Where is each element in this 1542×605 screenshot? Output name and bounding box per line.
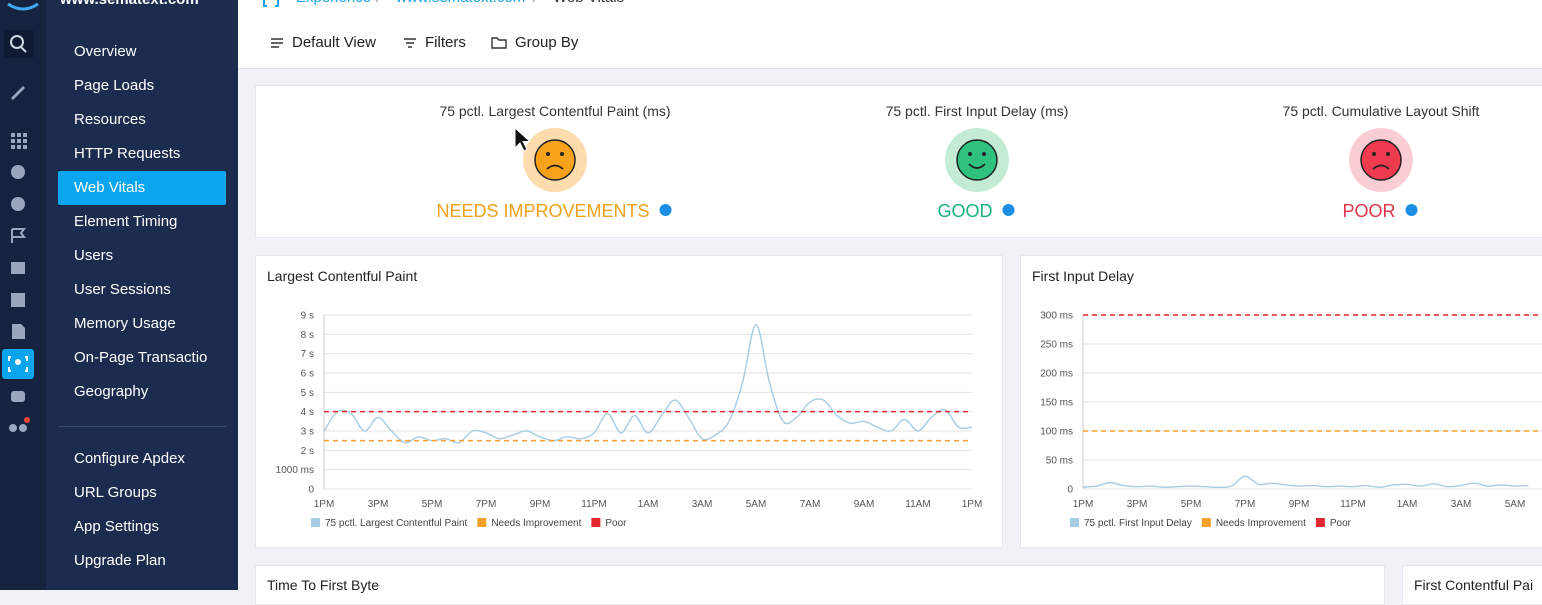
vitals-card — [255, 85, 1542, 238]
tracking-icon[interactable] — [9, 424, 17, 432]
settings-item[interactable]: Configure Apdex — [74, 450, 185, 467]
breadcrumb-icon — [263, 0, 279, 7]
nav-item[interactable]: HTTP Requests — [74, 145, 181, 162]
breadcrumb-sep: / — [376, 0, 380, 6]
rocket-icon[interactable] — [11, 86, 25, 100]
breadcrumb[interactable]: Experience — [296, 0, 371, 6]
chart-card: Largest Contentful Paint — [255, 255, 1003, 548]
synthetics-icon[interactable] — [11, 391, 25, 402]
cursor — [514, 127, 530, 152]
breadcrumb: Web Vitals — [553, 0, 624, 6]
sidebar: www.sematext.com Overview Page Loads Resou… — [46, 0, 238, 590]
nav-item[interactable]: Web Vitals — [58, 171, 226, 205]
toolbar-item[interactable]: Default View — [270, 34, 376, 51]
nav-item[interactable]: Geography — [74, 383, 149, 400]
nav-item[interactable]: Element Timing — [74, 213, 178, 230]
tracking-icon[interactable] — [19, 424, 27, 432]
chart-title: Largest Contentful Paint — [267, 268, 418, 284]
toolbar-item[interactable]: Filters — [403, 34, 466, 51]
experience-icon — [15, 359, 21, 365]
breadcrumb[interactable]: www.sematext.com — [396, 0, 525, 6]
nav-item[interactable]: Overview — [74, 43, 137, 60]
settings-item[interactable]: URL Groups — [74, 484, 157, 501]
nav-item[interactable]: On-Page Transactio — [74, 349, 208, 366]
chart-card: First Input Delay — [1020, 255, 1542, 548]
alerts-icon[interactable] — [11, 197, 25, 211]
settings-item[interactable]: App Settings — [74, 518, 160, 535]
notification-dot — [24, 417, 30, 423]
toolbar-label[interactable]: Group By — [515, 34, 579, 51]
apps-icon[interactable] — [11, 133, 27, 149]
card: Time To First Byte — [255, 565, 1385, 605]
top-bar: Default View Filters Group By Experience… — [238, 0, 1542, 69]
toolbar-label[interactable]: Default View — [292, 34, 376, 51]
toolbar-label[interactable]: Filters — [425, 34, 466, 51]
search-icon[interactable] — [20, 46, 27, 53]
chart-icon[interactable] — [11, 293, 25, 307]
nav-item[interactable]: Page Loads — [74, 77, 155, 94]
search-bg[interactable] — [4, 30, 34, 58]
experience-icon — [8, 356, 28, 372]
breadcrumb-sep: / — [533, 0, 537, 6]
logs-icon[interactable] — [12, 324, 25, 339]
nav-item[interactable]: Users — [74, 247, 114, 264]
inbox-icon[interactable] — [11, 262, 25, 274]
dashboard-icon[interactable] — [11, 165, 25, 179]
chart-title: First Input Delay — [1032, 268, 1134, 284]
card-title: First Contentful Pai — [1414, 577, 1534, 593]
card-title: Time To First Byte — [267, 577, 380, 593]
search-icon[interactable] — [10, 35, 24, 49]
divider — [58, 426, 226, 427]
nav-item[interactable]: Resources — [74, 111, 146, 128]
settings-item[interactable]: Upgrade Plan — [74, 552, 166, 569]
icon-rail — [0, 0, 46, 590]
events-icon[interactable] — [11, 228, 26, 243]
nav-item[interactable]: Memory Usage — [74, 315, 176, 332]
nav-item[interactable]: User Sessions — [74, 281, 171, 298]
rail-icons — [2, 2, 39, 432]
toolbar-item[interactable]: Group By — [491, 34, 578, 51]
logo — [7, 2, 39, 11]
site-name[interactable]: www.sematext.com — [60, 0, 199, 8]
card: First Contentful Pai — [1402, 565, 1542, 605]
